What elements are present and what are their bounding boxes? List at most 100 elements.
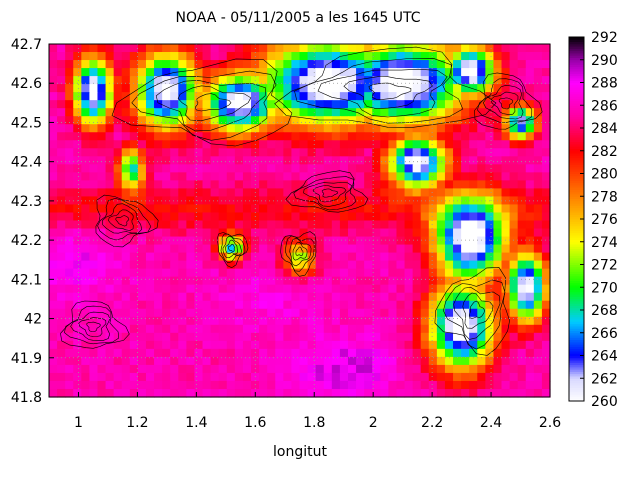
heatmap-cell: [396, 164, 406, 173]
heatmap-cell: [347, 108, 357, 117]
heatmap-cell: [73, 92, 82, 101]
heatmap-cell: [283, 44, 293, 53]
heatmap-cell: [259, 156, 268, 165]
heatmap-cell: [97, 372, 107, 382]
heatmap-cell: [428, 220, 438, 230]
heatmap-cell: [404, 300, 414, 310]
heatmap-cell: [186, 204, 196, 214]
heatmap-cell: [137, 60, 147, 69]
heatmap-cell: [404, 108, 414, 117]
heatmap-cell: [259, 268, 268, 278]
heatmap-cell: [517, 108, 527, 117]
heatmap-cell: [234, 140, 244, 149]
colorbar-swatch: [569, 275, 584, 279]
heatmap-cell: [251, 316, 260, 326]
heatmap-cell: [501, 340, 511, 350]
contour-line: [95, 194, 159, 248]
heatmap-cell: [194, 300, 204, 310]
heatmap-cell: [275, 204, 284, 214]
y-tick-label: 42.3: [11, 194, 42, 210]
heatmap-cell: [242, 260, 252, 270]
heatmap-cell: [65, 132, 74, 141]
heatmap-cell: [533, 156, 543, 165]
heatmap-cell: [145, 220, 155, 230]
heatmap-cell: [509, 164, 519, 173]
colorbar-swatch: [569, 382, 584, 386]
heatmap-cell: [420, 348, 430, 358]
heatmap-cell: [73, 388, 82, 398]
heatmap-cell: [541, 172, 551, 181]
contour-line: [368, 82, 412, 100]
colorbar-swatch: [569, 284, 584, 288]
colorbar-swatch: [569, 385, 584, 388]
heatmap-cell: [178, 348, 187, 358]
heatmap-cell: [299, 372, 309, 382]
heatmap-cell: [323, 308, 333, 318]
contour-line: [498, 97, 514, 110]
heatmap-cell: [444, 284, 454, 294]
heatmap-cell: [525, 284, 535, 294]
heatmap-cell: [315, 276, 325, 286]
heatmap-cell: [113, 380, 123, 390]
heatmap-cell: [89, 364, 99, 374]
colorbar-swatch: [569, 375, 584, 379]
heatmap-cell: [242, 236, 252, 246]
heatmap-cell: [129, 268, 139, 278]
heatmap-cell: [339, 52, 349, 61]
heatmap-cell: [121, 188, 131, 198]
heatmap-cell: [65, 388, 74, 398]
heatmap-cell: [509, 284, 519, 294]
heatmap-cell: [477, 92, 486, 101]
colorbar-swatch: [569, 300, 584, 304]
heatmap-cell: [477, 284, 486, 294]
heatmap-cell: [412, 60, 422, 69]
heatmap-cell: [283, 292, 293, 302]
heatmap-cell: [323, 68, 333, 77]
heatmap-cell: [388, 332, 398, 342]
heatmap-cell: [226, 260, 236, 270]
heatmap-cell: [186, 68, 196, 77]
heatmap-cell: [461, 84, 470, 93]
heatmap-cell: [202, 84, 212, 93]
heatmap-cell: [137, 340, 147, 350]
heatmap-cell: [509, 308, 519, 318]
heatmap-cell: [412, 276, 422, 286]
heatmap-cell: [533, 260, 543, 270]
heatmap-cell: [420, 164, 430, 173]
heatmap-cell: [137, 324, 147, 334]
heatmap-cell: [81, 180, 90, 190]
heatmap-cell: [315, 300, 325, 310]
heatmap-cell: [89, 60, 99, 69]
heatmap-cell: [525, 348, 535, 358]
heatmap-cell: [210, 172, 220, 181]
heatmap-cell: [347, 324, 357, 334]
heatmap-cell: [509, 68, 519, 77]
heatmap-cell: [461, 332, 470, 342]
heatmap-cell: [105, 388, 115, 398]
heatmap-cell: [242, 300, 252, 310]
heatmap-cell: [428, 308, 438, 318]
heatmap-cell: [113, 100, 123, 109]
heatmap-cell: [372, 380, 381, 390]
heatmap-cell: [453, 364, 462, 374]
heatmap-cell: [364, 140, 373, 149]
heatmap-cell: [469, 300, 478, 310]
heatmap-cell: [331, 276, 341, 286]
heatmap-cell: [162, 220, 171, 230]
heatmap-cell: [202, 380, 212, 390]
heatmap-cell: [129, 172, 139, 181]
heatmap-cell: [428, 108, 438, 117]
heatmap-cell: [469, 68, 478, 77]
heatmap-cell: [525, 300, 535, 310]
heatmap-cell: [396, 292, 406, 302]
heatmap-cell: [162, 124, 171, 133]
heatmap-cell: [89, 236, 99, 246]
heatmap-cell: [73, 60, 82, 69]
colorbar-swatch: [569, 46, 584, 49]
heatmap-cell: [323, 292, 333, 302]
contour-line: [482, 84, 524, 120]
heatmap-cell: [396, 204, 406, 214]
heatmap-cell: [541, 100, 551, 109]
heatmap-cell: [105, 316, 115, 326]
heatmap-cell: [73, 76, 82, 85]
